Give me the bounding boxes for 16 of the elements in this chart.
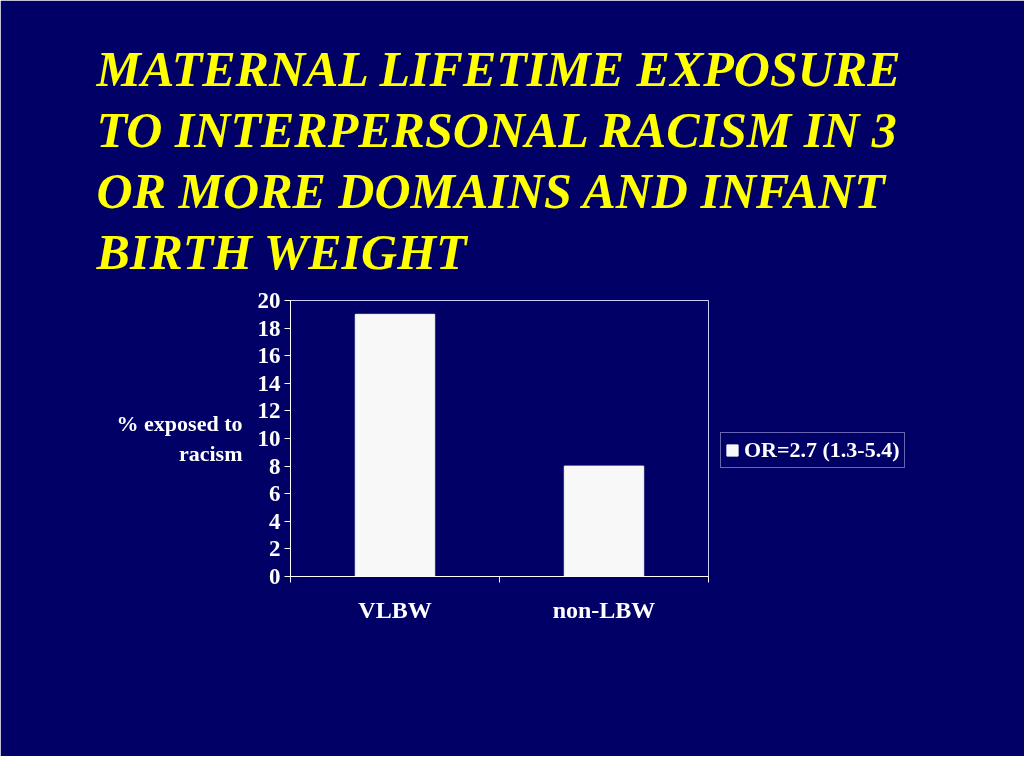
x-tick-label: VLBW (358, 596, 432, 623)
y-tick-label: 14 (257, 370, 281, 396)
y-tick-label: 8 (269, 453, 281, 479)
y-tick-label: 4 (269, 508, 281, 534)
y-tick-label: 6 (269, 481, 281, 507)
y-tick-label: 10 (257, 426, 281, 451)
y-tick-label: 12 (257, 398, 281, 424)
chart-title: MATERNAL LIFETIME EXPOSURE TO INTERPERSONAL RACISM IN 3 OR MORE DOMAINS AND INFANT BIRTH WEIGHT (95, 41, 901, 281)
legend-label: OR=2.7 (1.3-5.4) (744, 437, 900, 463)
y-tick-label: 18 (257, 315, 281, 341)
y-axis-title: % exposed to racism (116, 411, 243, 466)
x-tick-label: non-LBW (552, 596, 656, 623)
y-tick-label: 20 (257, 288, 281, 313)
y-tick-label: 2 (269, 536, 281, 562)
y-tick-label: 16 (257, 343, 281, 369)
y-tick-label: 0 (269, 564, 281, 589)
